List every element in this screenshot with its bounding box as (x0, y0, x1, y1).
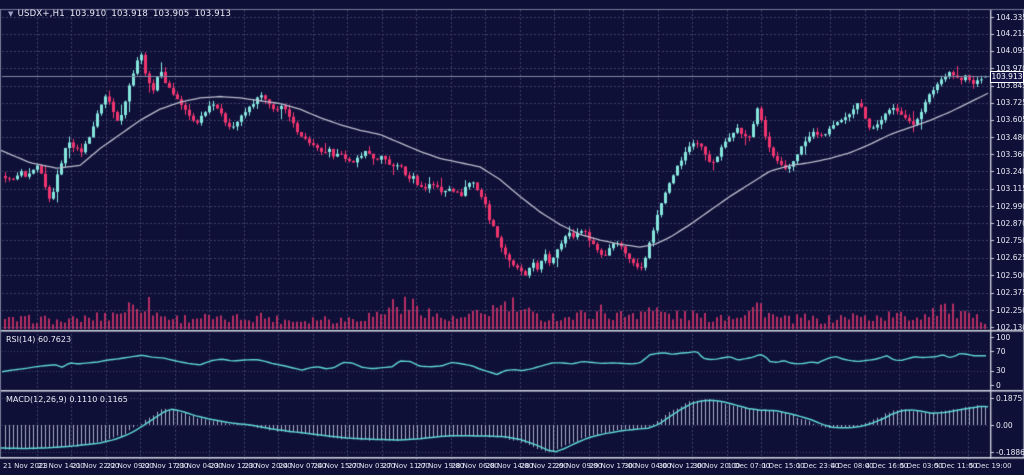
price-axis-label: 104.095 (996, 46, 1024, 56)
time-axis-label: 28 Nov 06:00 (451, 462, 499, 470)
ohlc-close: 103.913 (194, 9, 232, 19)
time-axis-label: 23 Nov 20:00 (244, 462, 292, 470)
price-axis-label: 103.970 (996, 63, 1024, 73)
time-axis-label: 21 Nov 22:00 (72, 462, 120, 470)
price-axis-label: 103.115 (996, 184, 1024, 194)
current-price-label: 103.913 (990, 70, 1024, 83)
time-axis-label: 1 Dec 15:00 (762, 462, 805, 470)
price-axis-label: 102.375 (996, 288, 1024, 298)
ohlc-open: 103.910 (69, 9, 107, 19)
time-axis-label: 27 Nov 11:00 (382, 462, 430, 470)
time-axis-label: 24 Nov 15:00 (313, 462, 361, 470)
time-axis-label: 23 Nov 12:00 (210, 462, 258, 470)
price-axis-label: 103.845 (996, 81, 1024, 91)
time-axis-label: 5 Dec 19:00 (969, 462, 1012, 470)
price-axis-label: 103.725 (996, 98, 1024, 108)
price-axis-label: 102.870 (996, 218, 1024, 228)
price-axis-label: 102.500 (996, 270, 1024, 280)
time-axis-label: 29 Nov 17:00 (589, 462, 637, 470)
ohlc-low: 103.905 (152, 9, 190, 19)
time-axis-label: 22 Nov 09:00 (106, 462, 154, 470)
price-axis-label: 103.605 (996, 115, 1024, 125)
time-axis-label: 21 Nov 2023 (3, 462, 48, 470)
time-axis-label: 27 Nov 03:00 (348, 462, 396, 470)
symbol-title: ▼ USDX+,H1 103.910 103.918 103.905 103.913 (8, 9, 236, 19)
price-axis-label: 102.250 (996, 305, 1024, 315)
macd-title: MACD(12,26,9) (6, 395, 67, 404)
collapse-arrow-icon[interactable]: ▼ (8, 10, 14, 18)
time-axis-label: 22 Nov 17:00 (141, 462, 189, 470)
rsi-value: 60.7623 (37, 335, 72, 344)
time-axis-label: 30 Nov 04:00 (624, 462, 672, 470)
time-axis-label: 30 Nov 20:00 (693, 462, 741, 470)
rsi-axis-label: 100 (996, 332, 1011, 342)
time-axis-label: 4 Dec 08:00 (831, 462, 874, 470)
price-axis-label: 102.990 (996, 201, 1024, 211)
time-axis-label: 1 Dec 23:00 (796, 462, 840, 470)
macd-axis-label: -0.1886 (996, 447, 1024, 457)
macd-value-signal: 0.1165 (99, 395, 128, 404)
rsi-indicator-label: RSI(14) 60.7623 (6, 335, 71, 344)
ohlc-high: 103.918 (111, 9, 148, 19)
time-axis-label: 28 Nov 22:00 (520, 462, 568, 470)
rsi-axis-label: 0 (996, 380, 1001, 390)
time-axis-label: 5 Dec 11:00 (934, 462, 978, 470)
time-axis-label: 28 Nov 14:00 (486, 462, 534, 470)
rsi-axis-label: 30 (996, 366, 1006, 376)
rsi-axis-label: 70 (996, 346, 1006, 356)
price-axis-label: 104.215 (996, 29, 1024, 39)
time-axis-label: 21 Nov 14:00 (37, 462, 85, 470)
macd-axis-label: 0.1875 (996, 393, 1023, 403)
price-axis-label: 102.750 (996, 235, 1024, 245)
price-axis-label: 102.625 (996, 253, 1024, 263)
time-axis-label: 30 Nov 12:00 (658, 462, 706, 470)
macd-value-main: 0.1110 (69, 395, 98, 404)
time-axis-label: 29 Nov 09:00 (555, 462, 603, 470)
time-axis-label: 4 Dec 16:00 (865, 462, 909, 470)
time-axis-label: 24 Nov 07:00 (279, 462, 327, 470)
time-axis-label: 23 Nov 04:00 (175, 462, 223, 470)
price-axis-label: 104.335 (996, 12, 1024, 22)
price-axis-label: 103.360 (996, 149, 1024, 159)
price-axis-label: 102.130 (996, 322, 1024, 332)
symbol-period: USDX+,H1 (17, 9, 65, 19)
macd-indicator-label: MACD(12,26,9) 0.1110 0.1165 (6, 395, 128, 404)
macd-axis-label: 0.00 (996, 420, 1013, 430)
time-axis-label: 27 Nov 19:00 (417, 462, 465, 470)
rsi-title: RSI(14) (6, 335, 36, 344)
price-axis-label: 103.240 (996, 166, 1024, 176)
price-axis-label: 103.480 (996, 132, 1024, 142)
time-axis-label: 5 Dec 03:00 (900, 462, 943, 470)
time-axis-label: 1 Dec 07:00 (727, 462, 771, 470)
